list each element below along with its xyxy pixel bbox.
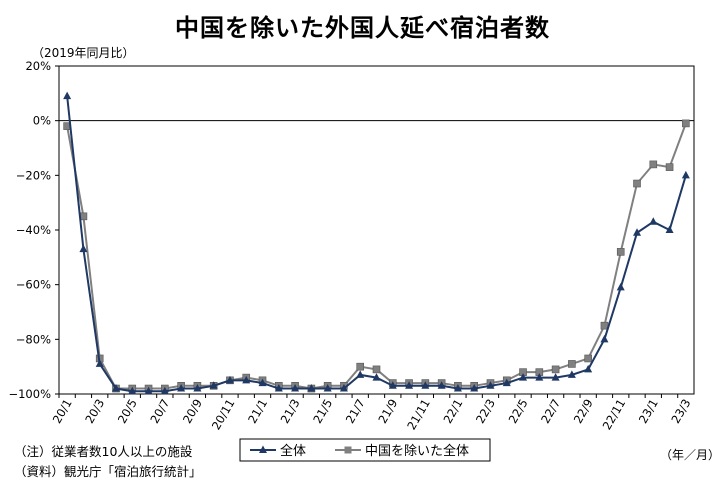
x-tick-label: 21/3 [278, 397, 303, 426]
data-point-square [633, 179, 641, 188]
data-point-square [551, 365, 560, 374]
x-tick-label: 22/7 [538, 397, 563, 426]
x-tick-label: 20/7 [147, 397, 172, 426]
legend-label: 全体 [280, 443, 306, 459]
legend-label: 中国を除いた全体 [365, 443, 469, 459]
x-tick-label: 22/5 [506, 397, 531, 426]
data-point-square [600, 321, 609, 330]
data-point-triangle [307, 384, 316, 392]
legend-marker-triangle [259, 445, 267, 453]
y-tick-label: −20% [16, 168, 51, 182]
data-point-triangle [339, 384, 348, 392]
data-point-square [568, 360, 576, 368]
x-tick-label: 20/1 [50, 397, 75, 426]
data-point-triangle [225, 375, 234, 384]
legend-box [239, 438, 491, 462]
data-point-triangle [160, 386, 169, 395]
data-point-triangle [421, 381, 430, 389]
data-point-square [372, 365, 381, 374]
y-tick-label: −100% [8, 387, 51, 401]
data-point-square [616, 248, 625, 256]
legend-marker-square [344, 446, 352, 454]
y-axis: 20% 0% −20% −40% −60% −80% −100% [8, 59, 694, 401]
x-tick-label: 20/3 [82, 397, 107, 426]
x-tick-label: 22/11 [600, 397, 629, 433]
data-point-triangle [665, 225, 674, 233]
data-point-square [584, 354, 592, 363]
x-tick-label: 20/5 [115, 397, 140, 426]
x-tick-label: 20/11 [209, 397, 238, 433]
data-point-triangle [567, 370, 576, 378]
y-tick-label: −80% [16, 332, 51, 346]
series-layer [63, 91, 690, 395]
data-point-triangle [323, 384, 332, 392]
data-point-triangle [681, 170, 690, 179]
data-point-triangle [584, 364, 593, 373]
data-point-triangle [209, 381, 218, 389]
data-point-triangle [79, 244, 88, 253]
data-point-triangle [63, 91, 72, 100]
data-point-square [649, 160, 658, 169]
data-point-triangle [193, 384, 202, 392]
x-tick-label: 22/1 [440, 397, 465, 426]
data-point-triangle [437, 381, 446, 389]
y-tick-label: 0% [33, 114, 51, 128]
x-tick-label: 21/7 [343, 397, 368, 426]
data-point-triangle [242, 375, 251, 384]
data-point-triangle [372, 373, 381, 381]
y-unit-label: （2019年同月比） [32, 46, 135, 60]
data-point-triangle [258, 378, 267, 387]
note-scope: （注）従業者数10人以上の施設 [14, 444, 193, 459]
data-point-triangle [356, 370, 365, 378]
x-tick-label: 21/11 [404, 397, 433, 433]
data-point-triangle [291, 384, 300, 392]
data-point-triangle [486, 381, 495, 389]
data-point-square [356, 362, 365, 371]
data-point-triangle [535, 373, 544, 381]
x-tick-label: 21/1 [245, 397, 270, 426]
data-point-square [665, 163, 674, 171]
data-point-triangle [177, 384, 186, 392]
data-point-triangle [470, 384, 479, 392]
data-point-triangle [388, 381, 397, 389]
legend: 全体 中国を除いた全体 [239, 438, 491, 462]
x-unit-label: （年／月） [660, 448, 721, 462]
x-axis: 20/1 20/3 20/5 20/7 20/9 20/11 21/1 21/3 21/5 21/… [50, 394, 693, 433]
data-point-triangle [600, 334, 609, 343]
y-tick-label: −40% [16, 223, 51, 237]
data-point-triangle [551, 373, 560, 381]
data-point-triangle [453, 384, 462, 392]
x-tick-label: 20/9 [180, 397, 205, 426]
x-tick-label: 22/3 [473, 397, 498, 426]
x-tick-label: 23/1 [636, 397, 661, 426]
data-point-triangle [274, 384, 283, 392]
note-source: （資料）観光庁「宿泊旅行統計」 [14, 464, 202, 479]
x-tick-label: 21/5 [310, 397, 335, 426]
data-point-triangle [616, 282, 625, 291]
data-point-triangle [633, 228, 642, 236]
data-point-triangle [128, 386, 137, 395]
x-tick-label: 22/9 [571, 397, 596, 426]
data-point-triangle [144, 386, 153, 395]
data-point-triangle [405, 381, 414, 389]
x-tick-label: 23/3 [668, 397, 693, 426]
x-tick-label: 21/9 [375, 397, 400, 426]
data-point-triangle [519, 373, 528, 381]
y-tick-label: −60% [16, 278, 51, 292]
data-point-triangle [95, 359, 104, 367]
chart-title: 中国を除いた外国人延べ宿泊者数 [175, 14, 550, 42]
data-point-triangle [649, 217, 658, 225]
data-point-triangle [111, 384, 120, 392]
data-point-triangle [502, 378, 511, 387]
plot-area [58, 65, 695, 395]
y-tick-label: 20% [25, 59, 51, 73]
data-point-square [682, 119, 690, 128]
